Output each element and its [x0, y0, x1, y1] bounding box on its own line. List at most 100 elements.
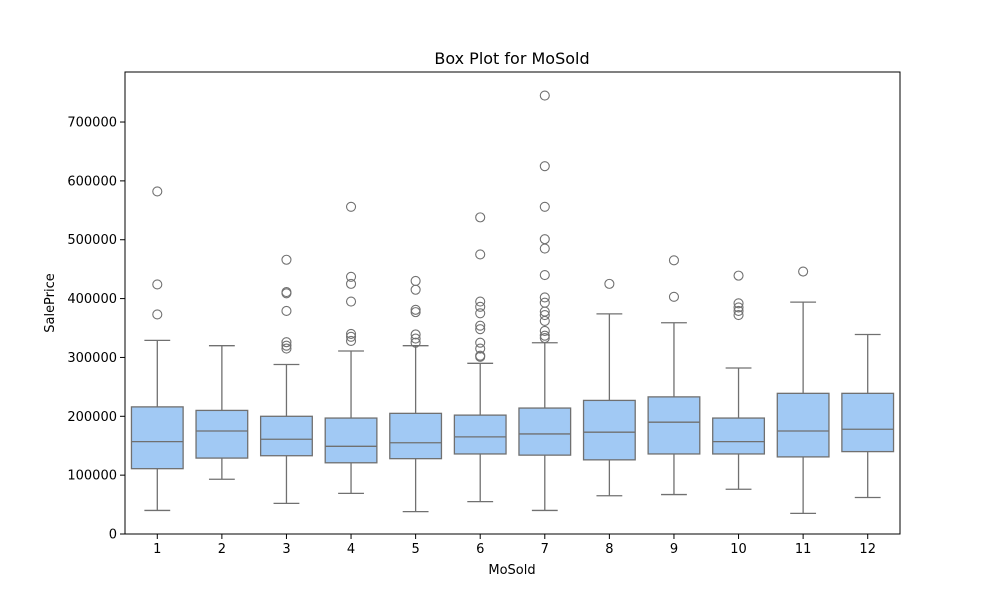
iqr-box: [453, 414, 507, 455]
y-tick-label: 100000: [67, 469, 117, 484]
outlier-point: [475, 308, 486, 319]
outlier-point: [345, 201, 357, 212]
box-group: [389, 275, 443, 513]
outlier-point: [345, 328, 357, 339]
x-tick-label: 12: [859, 542, 876, 557]
outlier-point: [152, 279, 163, 290]
y-tick-label: 500000: [67, 233, 117, 248]
x-tick-label: 5: [411, 542, 419, 557]
iqr-box: [130, 406, 184, 470]
x-tick-label: 3: [282, 542, 290, 557]
outlier-point: [539, 269, 550, 281]
box-group: [776, 266, 830, 515]
outlier-point: [345, 331, 357, 342]
y-tick-label: 300000: [67, 351, 117, 366]
outlier-point: [539, 332, 550, 344]
outlier-point: [475, 343, 486, 354]
iqr-box: [389, 412, 443, 460]
outlier-point: [798, 266, 809, 277]
outlier-point: [345, 278, 357, 289]
x-tick-label: 8: [605, 542, 613, 557]
iqr-box: [259, 415, 313, 457]
x-axis-title: MoSold: [488, 563, 535, 578]
outlier-point: [475, 320, 486, 331]
x-axis: 1 2 3 4 5 6 7 8 9 10 11 12: [153, 534, 876, 557]
box-group: [130, 186, 184, 512]
y-axis-title: SalePrice: [43, 273, 58, 333]
x-tick-label: 4: [347, 542, 355, 557]
outlier-point: [345, 335, 357, 347]
outlier-point: [410, 337, 421, 348]
x-tick-label: 6: [476, 542, 484, 557]
outlier-point: [410, 304, 421, 315]
outlier-point: [475, 337, 486, 348]
box-group: [582, 278, 636, 497]
outlier-point: [345, 296, 357, 307]
box-group: [453, 212, 507, 503]
outlier-point: [410, 275, 421, 286]
outlier-point: [475, 324, 486, 335]
outlier-point: [539, 90, 550, 101]
outlier-point: [152, 309, 163, 320]
outlier-point: [733, 305, 744, 316]
outlier-point: [345, 271, 357, 282]
outlier-point: [475, 296, 486, 307]
outlier-point: [281, 340, 292, 351]
x-tick-label: 9: [670, 542, 678, 557]
iqr-box: [518, 407, 572, 456]
outlier-point: [539, 310, 550, 321]
outlier-point: [475, 212, 486, 223]
outlier-point: [733, 298, 744, 309]
iqr-box: [195, 409, 249, 459]
box-group: [518, 90, 572, 512]
x-tick-label: 2: [218, 542, 226, 557]
x-tick-label: 1: [153, 542, 161, 557]
outlier-point: [410, 307, 421, 318]
iqr-box: [776, 392, 830, 458]
boxes-layer: [130, 90, 895, 515]
outlier-point: [539, 292, 550, 303]
box-group: [259, 254, 313, 505]
outlier-point: [475, 249, 486, 260]
y-tick-label: 600000: [67, 174, 117, 189]
outlier-point: [539, 234, 550, 245]
iqr-box: [324, 417, 378, 464]
x-tick-label: 10: [730, 542, 747, 557]
outlier-point: [539, 325, 550, 337]
box-group: [841, 333, 895, 499]
outlier-point: [281, 343, 292, 354]
outlier-point: [539, 330, 550, 341]
box-group: [712, 270, 766, 490]
outlier-point: [152, 186, 163, 197]
outlier-point: [539, 297, 550, 308]
iqr-box: [841, 392, 895, 453]
outlier-point: [539, 243, 550, 254]
x-tick-label: 11: [795, 542, 812, 557]
y-tick-label: 700000: [67, 116, 117, 131]
chart-title: Box Plot for MoSold: [434, 49, 589, 68]
iqr-box: [582, 399, 636, 461]
outlier-point: [475, 350, 486, 361]
box-group: [324, 201, 378, 495]
outlier-point: [539, 161, 550, 172]
box-group: [195, 345, 249, 480]
outlier-point: [668, 255, 680, 266]
outlier-point: [281, 254, 292, 265]
outlier-point: [668, 291, 680, 302]
plot-area-frame: [124, 71, 901, 535]
iqr-box: [712, 417, 766, 455]
y-tick-label: 400000: [67, 292, 117, 307]
x-tick-label: 7: [541, 542, 549, 557]
iqr-box: [647, 396, 701, 455]
outlier-point: [604, 278, 615, 289]
y-axis: 0 100000 200000 300000 400000 500000 600000 700…: [67, 116, 125, 543]
outlier-point: [733, 270, 744, 281]
outlier-point: [475, 301, 486, 312]
y-tick-label: 0: [109, 528, 117, 543]
outlier-point: [410, 284, 421, 295]
outlier-point: [281, 305, 292, 316]
outlier-point: [733, 302, 744, 313]
outlier-point: [539, 201, 550, 212]
outlier-point: [733, 310, 744, 321]
